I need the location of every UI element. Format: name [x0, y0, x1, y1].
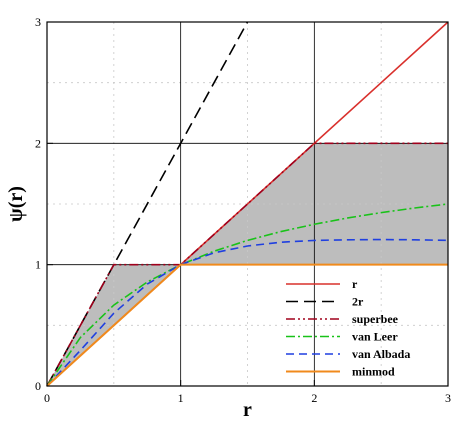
legend-label: 2r: [352, 295, 364, 309]
series-lines: [46, 21, 449, 387]
legend: r 2r superbee van Leer van Albada minmod: [286, 277, 410, 379]
x-tick-label: 1: [178, 391, 184, 405]
series-2r: [46, 21, 249, 387]
y-tick-label: 0: [35, 379, 41, 393]
x-axis-label: r: [243, 399, 252, 421]
x-tick-label: 3: [445, 391, 451, 405]
series-van-albada: [46, 238, 449, 387]
x-tick-label: 0: [44, 391, 50, 405]
series-minmod: [46, 263, 448, 387]
legend-label: r: [352, 277, 358, 291]
y-tick-label: 3: [35, 15, 41, 29]
y-tick-label: 2: [35, 136, 41, 150]
y-tick-label: 1: [35, 258, 41, 272]
legend-label: minmod: [352, 365, 395, 379]
series-van-leer: [46, 203, 449, 387]
y-axis-label: ψ(r): [5, 186, 27, 222]
legend-label: van Leer: [352, 330, 398, 344]
plot-frame: [46, 21, 449, 387]
legend-label: superbee: [352, 312, 399, 326]
axis-ticks: 0 1 2 3 0 1 2 3: [35, 15, 451, 405]
legend-label: van Albada: [352, 347, 410, 361]
x-tick-label: 2: [311, 391, 317, 405]
